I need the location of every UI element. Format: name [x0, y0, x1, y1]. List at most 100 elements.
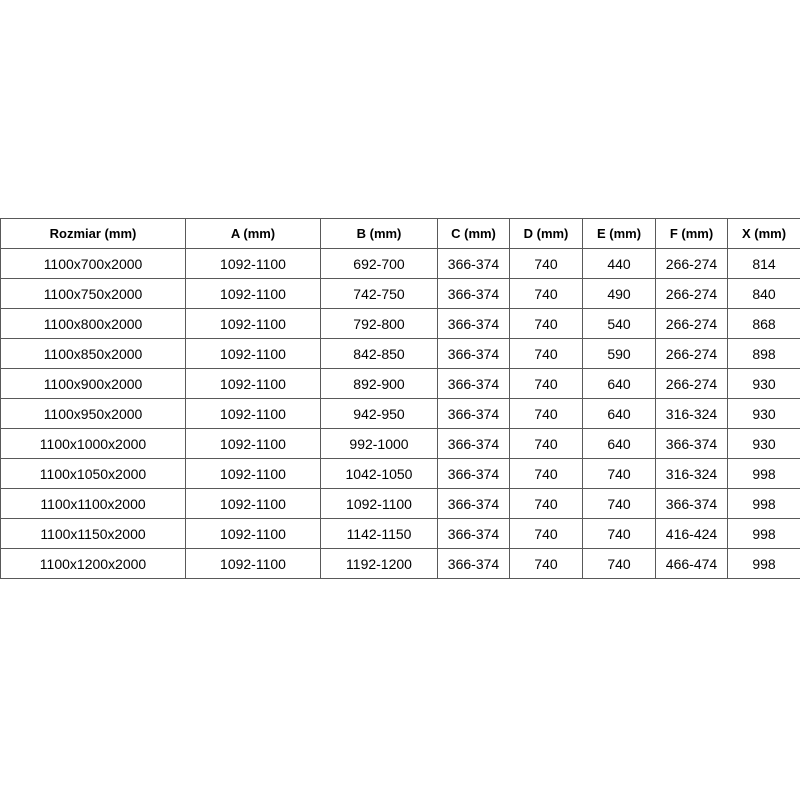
table-cell: 1100x1100x2000	[0, 488, 186, 519]
table-cell: 1100x1200x2000	[0, 548, 186, 579]
table-cell: 366-374	[655, 428, 728, 459]
table-cell: 366-374	[437, 398, 510, 429]
table-cell: 740	[582, 518, 656, 549]
table-cell: 440	[582, 248, 656, 279]
table-cell: 740	[582, 548, 656, 579]
table-cell: 740	[509, 548, 583, 579]
table-cell: 740	[509, 338, 583, 369]
table-cell: 998	[727, 518, 800, 549]
table-cell: 540	[582, 308, 656, 339]
table-row: 1100x1150x2000 1092-1100 1142-1150 366-374 7…	[0, 518, 800, 549]
table-cell: 740	[509, 278, 583, 309]
table-row: 1100x1100x2000 1092-1100 1092-1100 366-374 7…	[0, 488, 800, 519]
table-body: 1100x700x2000 1092-1100 692-700 366-374 740 4…	[0, 248, 800, 579]
table-cell: 1100x1150x2000	[0, 518, 186, 549]
table-cell: 930	[727, 368, 800, 399]
table-cell: 998	[727, 488, 800, 519]
table-cell: 1100x900x2000	[0, 368, 186, 399]
table-row: 1100x850x2000 1092-1100 842-850 366-374 740 5…	[0, 338, 800, 369]
table-cell: 1100x950x2000	[0, 398, 186, 429]
table-cell: 266-274	[655, 248, 728, 279]
table-cell: 266-274	[655, 278, 728, 309]
table-cell: 1092-1100	[185, 368, 321, 399]
table-cell: 1092-1100	[185, 278, 321, 309]
table-cell: 740	[509, 488, 583, 519]
column-header: A (mm)	[185, 218, 321, 249]
table-cell: 740	[509, 308, 583, 339]
table-cell: 1142-1150	[320, 518, 438, 549]
table-cell: 1042-1050	[320, 458, 438, 489]
table-row: 1100x1000x2000 1092-1100 992-1000 366-374 74…	[0, 428, 800, 459]
header-row: Rozmiar (mm) A (mm) B (mm) C (mm) D (mm) E (m…	[0, 218, 800, 249]
table-cell: 740	[582, 488, 656, 519]
size-spec-table: Rozmiar (mm) A (mm) B (mm) C (mm) D (mm) E (m…	[0, 218, 800, 579]
table-cell: 640	[582, 428, 656, 459]
table-cell: 1092-1100	[185, 398, 321, 429]
table-cell: 892-900	[320, 368, 438, 399]
column-header: D (mm)	[509, 218, 583, 249]
table-cell: 266-274	[655, 308, 728, 339]
table-cell: 416-424	[655, 518, 728, 549]
table-cell: 930	[727, 428, 800, 459]
table-cell: 366-374	[437, 428, 510, 459]
table-cell: 316-324	[655, 458, 728, 489]
table-cell: 742-750	[320, 278, 438, 309]
table-cell: 1092-1100	[320, 488, 438, 519]
table-cell: 590	[582, 338, 656, 369]
table-cell: 366-374	[437, 248, 510, 279]
table-cell: 1100x1000x2000	[0, 428, 186, 459]
table-cell: 942-950	[320, 398, 438, 429]
table-cell: 466-474	[655, 548, 728, 579]
table-cell: 1192-1200	[320, 548, 438, 579]
table-cell: 366-374	[437, 518, 510, 549]
table-cell: 366-374	[655, 488, 728, 519]
table-cell: 1092-1100	[185, 308, 321, 339]
table-row: 1100x950x2000 1092-1100 942-950 366-374 740 6…	[0, 398, 800, 429]
table-cell: 1092-1100	[185, 458, 321, 489]
column-header: C (mm)	[437, 218, 510, 249]
table-cell: 740	[582, 458, 656, 489]
table-cell: 898	[727, 338, 800, 369]
size-spec-table-container: Rozmiar (mm) A (mm) B (mm) C (mm) D (mm) E (m…	[0, 218, 800, 579]
table-cell: 1092-1100	[185, 488, 321, 519]
table-cell: 366-374	[437, 278, 510, 309]
table-cell: 998	[727, 458, 800, 489]
table-cell: 740	[509, 398, 583, 429]
column-header: F (mm)	[655, 218, 728, 249]
table-cell: 1100x1050x2000	[0, 458, 186, 489]
table-cell: 992-1000	[320, 428, 438, 459]
table-cell: 490	[582, 278, 656, 309]
table-cell: 1092-1100	[185, 428, 321, 459]
table-cell: 1092-1100	[185, 338, 321, 369]
table-cell: 1100x700x2000	[0, 248, 186, 279]
table-cell: 1100x750x2000	[0, 278, 186, 309]
table-cell: 1100x850x2000	[0, 338, 186, 369]
column-header: Rozmiar (mm)	[0, 218, 186, 249]
table-cell: 814	[727, 248, 800, 279]
table-cell: 868	[727, 308, 800, 339]
table-cell: 366-374	[437, 308, 510, 339]
table-cell: 792-800	[320, 308, 438, 339]
table-cell: 740	[509, 458, 583, 489]
table-cell: 366-374	[437, 368, 510, 399]
table-row: 1100x1050x2000 1092-1100 1042-1050 366-374 7…	[0, 458, 800, 489]
table-cell: 740	[509, 248, 583, 279]
table-row: 1100x700x2000 1092-1100 692-700 366-374 740 4…	[0, 248, 800, 279]
column-header: X (mm)	[727, 218, 800, 249]
table-cell: 842-850	[320, 338, 438, 369]
table-cell: 366-374	[437, 338, 510, 369]
table-cell: 640	[582, 368, 656, 399]
table-cell: 266-274	[655, 338, 728, 369]
table-cell: 692-700	[320, 248, 438, 279]
column-header: B (mm)	[320, 218, 438, 249]
table-cell: 640	[582, 398, 656, 429]
table-cell: 740	[509, 428, 583, 459]
table-cell: 1092-1100	[185, 248, 321, 279]
table-cell: 1092-1100	[185, 548, 321, 579]
table-cell: 366-374	[437, 488, 510, 519]
table-cell: 930	[727, 398, 800, 429]
table-cell: 366-374	[437, 458, 510, 489]
table-cell: 266-274	[655, 368, 728, 399]
table-row: 1100x750x2000 1092-1100 742-750 366-374 740 4…	[0, 278, 800, 309]
table-cell: 366-374	[437, 548, 510, 579]
